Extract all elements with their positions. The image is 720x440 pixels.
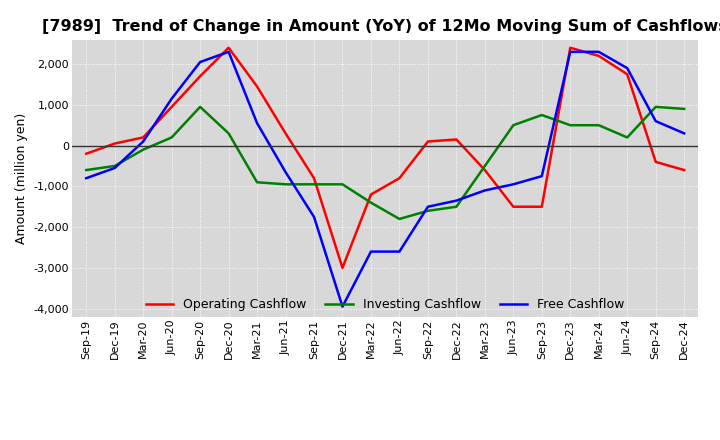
Operating Cashflow: [282, 131, 290, 136]
Operating Cashflow: [167, 104, 176, 110]
Line: Investing Cashflow: Investing Cashflow: [86, 107, 684, 219]
Investing Cashflow: [452, 204, 461, 209]
Line: Operating Cashflow: Operating Cashflow: [86, 48, 684, 268]
Free Cashflow: [537, 173, 546, 179]
Operating Cashflow: [196, 73, 204, 79]
Free Cashflow: [480, 188, 489, 193]
Free Cashflow: [282, 169, 290, 175]
Investing Cashflow: [282, 182, 290, 187]
Operating Cashflow: [395, 176, 404, 181]
Operating Cashflow: [623, 72, 631, 77]
Operating Cashflow: [537, 204, 546, 209]
Investing Cashflow: [338, 182, 347, 187]
Operating Cashflow: [139, 135, 148, 140]
Y-axis label: Amount (million yen): Amount (million yen): [15, 113, 28, 244]
Investing Cashflow: [139, 147, 148, 152]
Free Cashflow: [310, 214, 318, 220]
Investing Cashflow: [537, 112, 546, 117]
Investing Cashflow: [395, 216, 404, 222]
Operating Cashflow: [110, 141, 119, 146]
Title: [7989]  Trend of Change in Amount (YoY) of 12Mo Moving Sum of Cashflows: [7989] Trend of Change in Amount (YoY) o…: [42, 19, 720, 34]
Investing Cashflow: [196, 104, 204, 110]
Free Cashflow: [509, 182, 518, 187]
Investing Cashflow: [82, 167, 91, 172]
Investing Cashflow: [623, 135, 631, 140]
Investing Cashflow: [225, 131, 233, 136]
Free Cashflow: [680, 131, 688, 136]
Free Cashflow: [595, 49, 603, 55]
Operating Cashflow: [423, 139, 432, 144]
Free Cashflow: [225, 49, 233, 55]
Free Cashflow: [253, 121, 261, 126]
Investing Cashflow: [595, 123, 603, 128]
Free Cashflow: [167, 96, 176, 101]
Investing Cashflow: [680, 106, 688, 111]
Investing Cashflow: [110, 163, 119, 169]
Investing Cashflow: [566, 123, 575, 128]
Free Cashflow: [139, 139, 148, 144]
Operating Cashflow: [310, 176, 318, 181]
Operating Cashflow: [652, 159, 660, 165]
Line: Free Cashflow: Free Cashflow: [86, 52, 684, 307]
Operating Cashflow: [338, 265, 347, 271]
Operating Cashflow: [595, 53, 603, 59]
Investing Cashflow: [480, 163, 489, 169]
Free Cashflow: [338, 304, 347, 309]
Legend: Operating Cashflow, Investing Cashflow, Free Cashflow: Operating Cashflow, Investing Cashflow, …: [141, 293, 629, 316]
Operating Cashflow: [225, 45, 233, 51]
Operating Cashflow: [82, 151, 91, 156]
Operating Cashflow: [452, 137, 461, 142]
Free Cashflow: [452, 198, 461, 203]
Free Cashflow: [652, 118, 660, 124]
Operating Cashflow: [366, 192, 375, 197]
Free Cashflow: [366, 249, 375, 254]
Investing Cashflow: [366, 200, 375, 205]
Investing Cashflow: [253, 180, 261, 185]
Operating Cashflow: [509, 204, 518, 209]
Investing Cashflow: [423, 208, 432, 213]
Investing Cashflow: [310, 182, 318, 187]
Free Cashflow: [82, 176, 91, 181]
Free Cashflow: [110, 165, 119, 171]
Operating Cashflow: [680, 167, 688, 172]
Operating Cashflow: [253, 84, 261, 89]
Operating Cashflow: [566, 45, 575, 51]
Free Cashflow: [196, 59, 204, 65]
Investing Cashflow: [167, 135, 176, 140]
Investing Cashflow: [652, 104, 660, 110]
Free Cashflow: [395, 249, 404, 254]
Free Cashflow: [423, 204, 432, 209]
Free Cashflow: [623, 66, 631, 71]
Investing Cashflow: [509, 123, 518, 128]
Operating Cashflow: [480, 167, 489, 172]
Free Cashflow: [566, 49, 575, 55]
